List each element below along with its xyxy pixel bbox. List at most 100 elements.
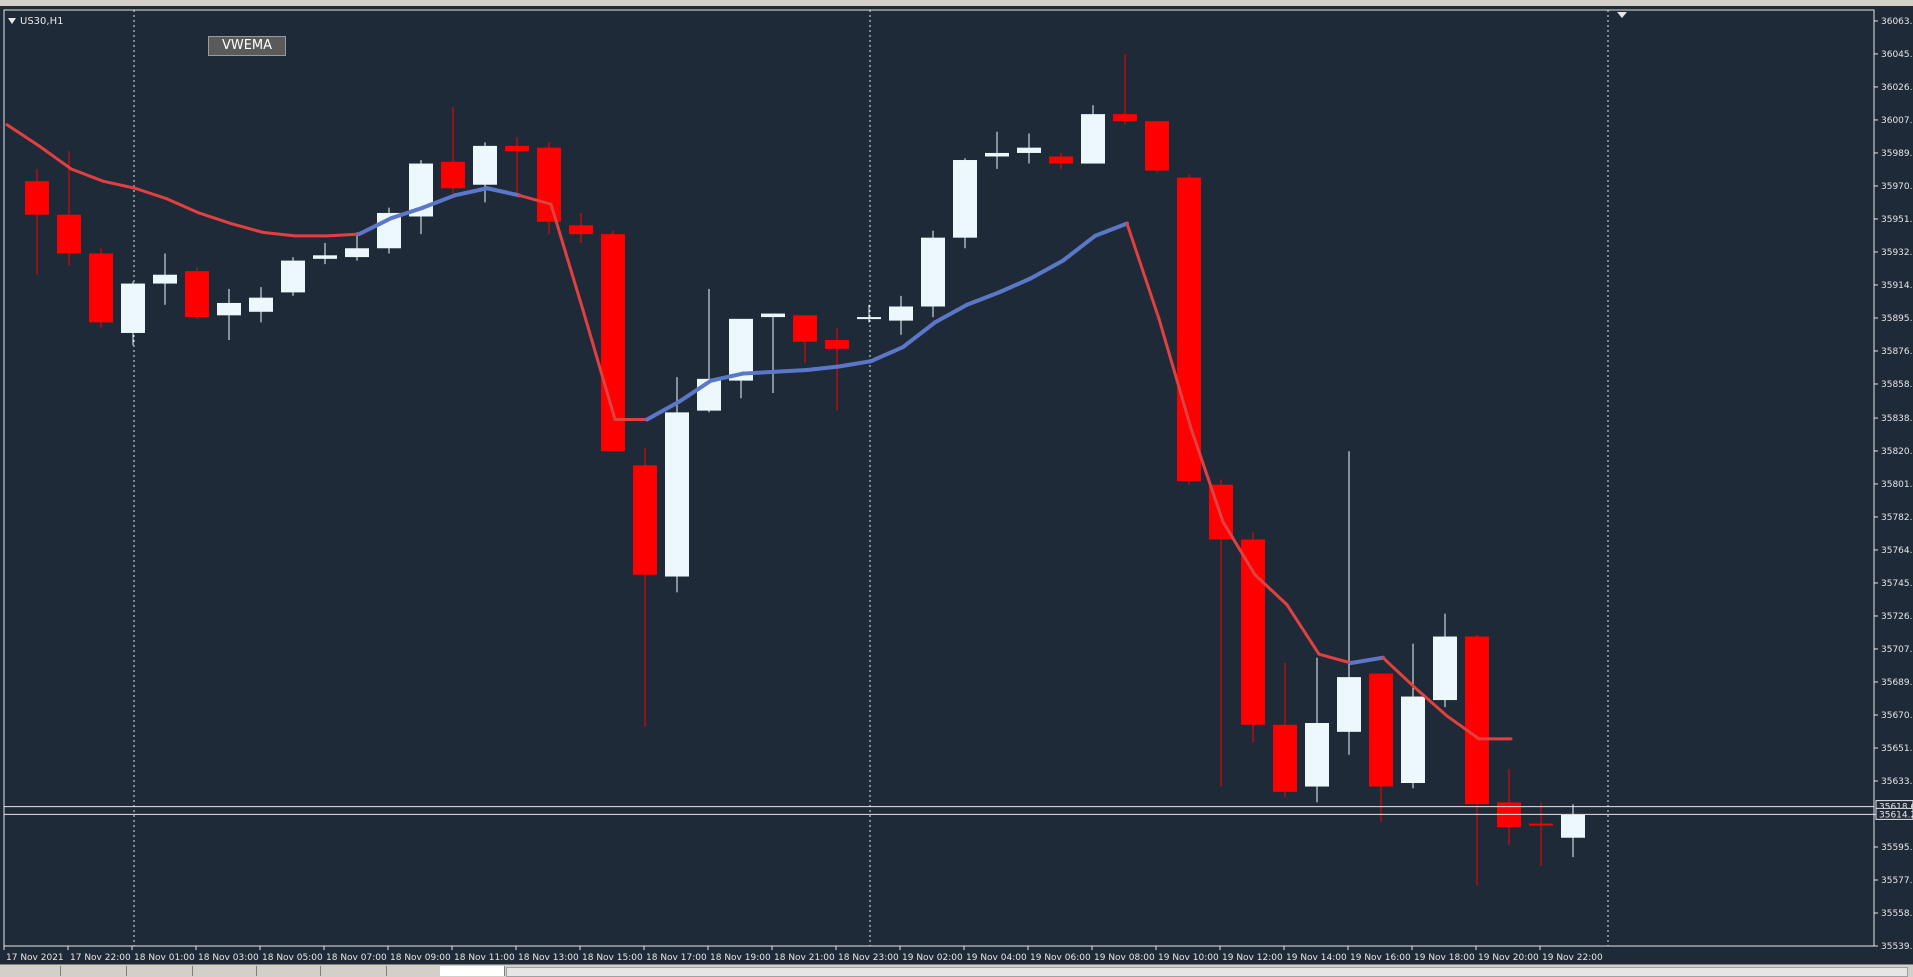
- vwema-segment-up: [901, 320, 937, 350]
- bear-candle: [1465, 636, 1489, 805]
- bull-candle: [953, 160, 977, 238]
- chart-tab[interactable]: [0, 966, 61, 976]
- vwema-segment-up: [869, 345, 905, 364]
- price-tick-label: 36026.40: [1881, 83, 1913, 93]
- bull-candle: [473, 145, 497, 185]
- bear-candle: [89, 253, 113, 323]
- bull-candle: [1561, 814, 1585, 838]
- chart-tab[interactable]: [192, 966, 257, 976]
- price-tick-label: 35820.15: [1881, 447, 1913, 457]
- vwema-segment-down: [1381, 656, 1417, 690]
- time-tick-label: 19 Nov 12:00: [1222, 953, 1283, 963]
- vwema-segment-up: [1093, 221, 1129, 238]
- bear-candle: [569, 225, 593, 235]
- vwema-segment-up: [773, 368, 809, 374]
- chart-tab[interactable]: [60, 966, 127, 976]
- price-tick-label: 35932.90: [1881, 248, 1913, 258]
- bear-candle: [1529, 823, 1553, 826]
- price-tick-label: 35838.80: [1881, 414, 1913, 424]
- bear-candle: [1145, 121, 1169, 171]
- bull-candle: [857, 317, 881, 320]
- vwema-segment-down: [261, 230, 297, 238]
- time-tick-label: 18 Nov 15:00: [582, 953, 643, 963]
- chart-tab[interactable]: [320, 966, 387, 976]
- vwema-segment-up: [1061, 233, 1097, 263]
- vwema-segment-down: [1125, 222, 1161, 321]
- bull-candle: [665, 412, 689, 577]
- vwema-segment-down: [517, 193, 553, 206]
- price-axis[interactable]: 36063.80 36045.10 36026.40 36007.70 35989.00…: [1874, 17, 1913, 952]
- bear-candle: [1241, 539, 1265, 725]
- price-tick-label: 36007.70: [1881, 116, 1913, 126]
- bull-candle: [1305, 723, 1329, 787]
- vwema-segment-up: [677, 378, 713, 404]
- time-tick-label: 19 Nov 04:00: [966, 953, 1027, 963]
- vwema-segment-down: [1317, 652, 1353, 665]
- candles: [25, 54, 1585, 886]
- bull-candle: [1433, 636, 1457, 701]
- price-chart[interactable]: 36063.80 36045.10 36026.40 36007.70 35989.00…: [0, 6, 1913, 964]
- vwema-segment-down: [1221, 520, 1257, 577]
- time-axis[interactable]: 17 Nov 2021 17 Nov 22:00 18 Nov 01:00 18 No…: [3, 946, 1603, 963]
- chart-window[interactable]: 36063.80 36045.10 36026.40 36007.70 35989.00…: [0, 6, 1913, 964]
- bull-candle: [1337, 677, 1361, 732]
- bear-candle: [185, 271, 209, 318]
- bear-candle: [793, 315, 817, 342]
- time-tick-label: 18 Nov 03:00: [198, 953, 259, 963]
- time-tick-label: 19 Nov 18:00: [1414, 953, 1475, 963]
- bull-candle: [313, 255, 337, 259]
- grid-lines: [3, 9, 1875, 947]
- price-tick-label: 35858.10: [1881, 380, 1913, 390]
- vwema-segment-up: [645, 399, 681, 422]
- time-tick-label: 17 Nov 2021: [6, 953, 64, 963]
- chart-shift-marker-icon[interactable]: [1617, 12, 1627, 18]
- vwema-segment-down: [197, 211, 233, 226]
- time-tick-label: 19 Nov 14:00: [1286, 953, 1347, 963]
- chart-tab[interactable]: [126, 966, 193, 976]
- bear-candle: [505, 145, 529, 152]
- bull-candle: [121, 283, 145, 333]
- price-tick-label: 35633.15: [1881, 777, 1913, 787]
- chart-tabs-bar: [0, 964, 1913, 977]
- chart-tab-active[interactable]: [440, 966, 505, 976]
- time-tick-label: 19 Nov 10:00: [1158, 953, 1219, 963]
- vwema-segment-down: [325, 232, 361, 238]
- bear-candle: [825, 340, 849, 349]
- bear-candle: [1369, 673, 1393, 787]
- symbol-label: US30,H1: [8, 16, 63, 27]
- time-tick-label: 19 Nov 02:00: [902, 953, 963, 963]
- vwema-segment-up: [357, 216, 393, 237]
- current-price-label: 35614.23: [1879, 810, 1913, 820]
- price-tick-label: 35876.80: [1881, 347, 1913, 357]
- time-tick-label: 19 Nov 20:00: [1478, 953, 1539, 963]
- chart-tab[interactable]: [256, 966, 321, 976]
- vwema-segment-down: [69, 167, 105, 183]
- time-tick-label: 18 Nov 13:00: [518, 953, 579, 963]
- bull-candle: [1081, 114, 1105, 164]
- bear-candle: [537, 147, 561, 222]
- price-tick-label: 35970.30: [1881, 182, 1913, 192]
- vwema-segment-down: [1445, 714, 1481, 741]
- price-tick-label: 35951.60: [1881, 215, 1913, 225]
- bull-candle: [1401, 696, 1425, 784]
- vwema-segment-up: [1349, 655, 1385, 666]
- vwema-segment-down: [101, 179, 137, 190]
- price-tick-label: 35782.75: [1881, 513, 1913, 523]
- vwema-segment-down: [165, 197, 201, 215]
- price-tick-label: 36045.10: [1881, 50, 1913, 60]
- price-tick-label: 35558.35: [1881, 909, 1913, 919]
- price-tick-label: 35595.75: [1881, 843, 1913, 853]
- time-tick-label: 19 Nov 06:00: [1030, 953, 1091, 963]
- price-tick-label: 36063.80: [1881, 17, 1913, 27]
- bull-candle: [921, 237, 945, 307]
- vwema-segment-up: [1029, 258, 1065, 281]
- current-price-label: 35618.63: [1879, 803, 1913, 813]
- vwema-segment-down: [1413, 686, 1449, 718]
- vwema-segment-up: [741, 369, 777, 376]
- time-tick-label: 18 Nov 07:00: [326, 953, 387, 963]
- vwema-segment-down: [1189, 426, 1225, 524]
- vwema-segment-down: [549, 202, 585, 312]
- bear-candle: [57, 214, 81, 254]
- vwema-button[interactable]: VWEMA: [208, 36, 286, 56]
- time-tick-label: 18 Nov 17:00: [646, 953, 707, 963]
